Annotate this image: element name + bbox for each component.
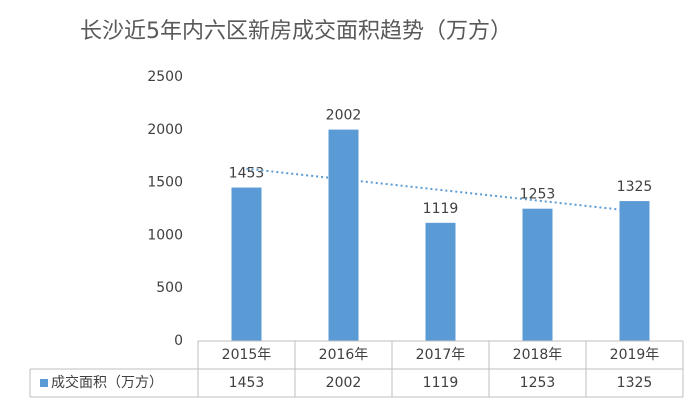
x-tick-label: 2017年 bbox=[416, 347, 466, 363]
table-value: 1119 bbox=[423, 375, 459, 391]
y-tick-label: 2000 bbox=[147, 122, 183, 138]
bar bbox=[231, 187, 262, 341]
y-tick-label: 1500 bbox=[147, 175, 183, 191]
x-tick-label: 2015年 bbox=[222, 347, 272, 363]
trendline bbox=[246, 167, 635, 213]
value-label: 2002 bbox=[326, 108, 362, 124]
value-label: 1119 bbox=[423, 201, 459, 217]
bar bbox=[328, 129, 359, 341]
value-label: 1253 bbox=[520, 187, 556, 203]
table-value: 1453 bbox=[229, 375, 265, 391]
table-value: 1253 bbox=[520, 375, 556, 391]
y-tick-label: 0 bbox=[174, 333, 183, 349]
chart-title: 长沙近5年内六区新房成交面积趋势（万方） bbox=[80, 19, 512, 44]
x-tick-label: 2016年 bbox=[319, 347, 369, 363]
value-label: 1453 bbox=[229, 166, 265, 182]
legend-swatch bbox=[40, 379, 48, 387]
x-tick-label: 2018年 bbox=[513, 347, 563, 363]
bar bbox=[522, 208, 553, 341]
table-value: 1325 bbox=[617, 375, 653, 391]
legend-label: 成交面积（万方） bbox=[51, 374, 163, 391]
y-tick-label: 2500 bbox=[147, 69, 183, 85]
table-value: 2002 bbox=[326, 375, 362, 391]
bar bbox=[425, 222, 456, 341]
y-tick-label: 500 bbox=[156, 280, 183, 296]
x-tick-label: 2019年 bbox=[610, 347, 660, 363]
value-label: 1325 bbox=[617, 179, 653, 195]
bar bbox=[619, 201, 650, 341]
y-tick-label: 1000 bbox=[147, 227, 183, 243]
